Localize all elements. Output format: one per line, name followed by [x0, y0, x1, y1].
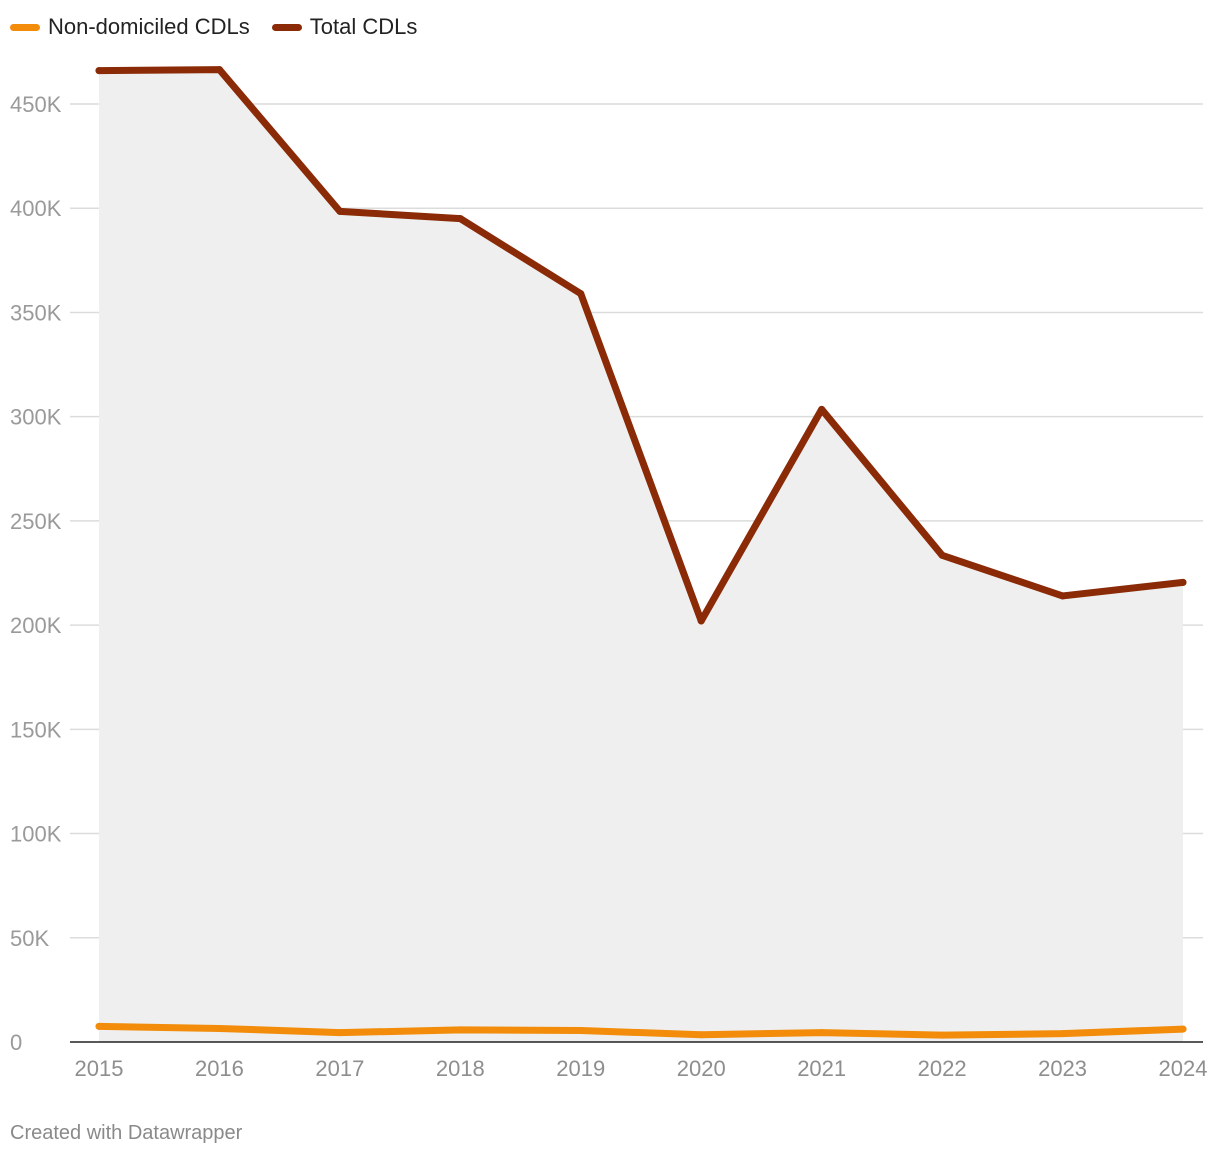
data-point-non-domiciled-2021	[818, 1029, 826, 1037]
area-fill-total	[99, 69, 1183, 1042]
data-point-total-2022	[938, 551, 946, 559]
x-tick-label-2015: 2015	[75, 1056, 124, 1081]
legend-item-non-domiciled: Non-domiciled CDLs	[10, 14, 250, 40]
y-tick-label-450K: 450K	[10, 92, 62, 117]
data-point-total-2018	[456, 215, 464, 223]
y-tick-label-150K: 150K	[10, 717, 62, 742]
line-chart: 0 50K 100K 150K 200K 250K 300K 350K 400K 450K 2015…	[10, 66, 1208, 1081]
legend-swatch-total	[271, 23, 302, 31]
y-tick-label-50K: 50K	[10, 926, 49, 951]
data-point-non-domiciled-2023	[1059, 1030, 1067, 1038]
legend-item-total: Total CDLs	[271, 14, 418, 40]
data-point-total-2015	[95, 67, 103, 75]
data-point-non-domiciled-2018	[456, 1026, 464, 1034]
y-tick-label-400K: 400K	[10, 196, 62, 221]
data-point-total-2017	[336, 207, 344, 215]
legend-swatch-non-domiciled	[10, 23, 40, 31]
data-point-non-domiciled-2016	[215, 1024, 223, 1032]
x-tick-label-2024: 2024	[1159, 1056, 1208, 1081]
x-tick-label-2019: 2019	[556, 1056, 605, 1081]
x-tick-label-2021: 2021	[797, 1056, 846, 1081]
chart-legend: Non-domiciled CDLs Total CDLs	[10, 14, 417, 40]
legend-label-total: Total CDLs	[309, 14, 418, 39]
data-point-total-2016	[215, 66, 223, 74]
series-line-total	[95, 66, 1187, 625]
y-tick-label-300K: 300K	[10, 405, 62, 430]
data-point-total-2019	[577, 290, 585, 298]
y-tick-label-200K: 200K	[10, 613, 62, 638]
legend-label-non-domiciled: Non-domiciled CDLs	[48, 14, 250, 39]
x-tick-label-2020: 2020	[677, 1056, 726, 1081]
data-point-total-2024	[1179, 578, 1187, 586]
y-tick-label-100K: 100K	[10, 822, 62, 847]
data-point-non-domiciled-2017	[336, 1029, 344, 1037]
data-point-total-2021	[818, 405, 826, 413]
x-tick-label-2022: 2022	[918, 1056, 967, 1081]
x-tick-label-2016: 2016	[195, 1056, 244, 1081]
data-point-non-domiciled-2024	[1179, 1025, 1187, 1033]
data-point-total-2023	[1059, 592, 1067, 600]
footer-credit: Created with Datawrapper	[10, 1122, 243, 1144]
x-tick-label-2018: 2018	[436, 1056, 485, 1081]
x-tick-label-2023: 2023	[1038, 1056, 1087, 1081]
series-line-non-domiciled	[95, 1022, 1187, 1039]
data-point-non-domiciled-2022	[938, 1031, 946, 1039]
data-point-total-2020	[697, 617, 705, 625]
data-point-non-domiciled-2019	[577, 1027, 585, 1035]
data-point-non-domiciled-2020	[697, 1031, 705, 1039]
y-tick-label-250K: 250K	[10, 509, 62, 534]
y-tick-label-0: 0	[10, 1030, 22, 1055]
x-tick-label-2017: 2017	[315, 1056, 364, 1081]
data-point-non-domiciled-2015	[95, 1022, 103, 1030]
y-tick-label-350K: 350K	[10, 300, 62, 325]
